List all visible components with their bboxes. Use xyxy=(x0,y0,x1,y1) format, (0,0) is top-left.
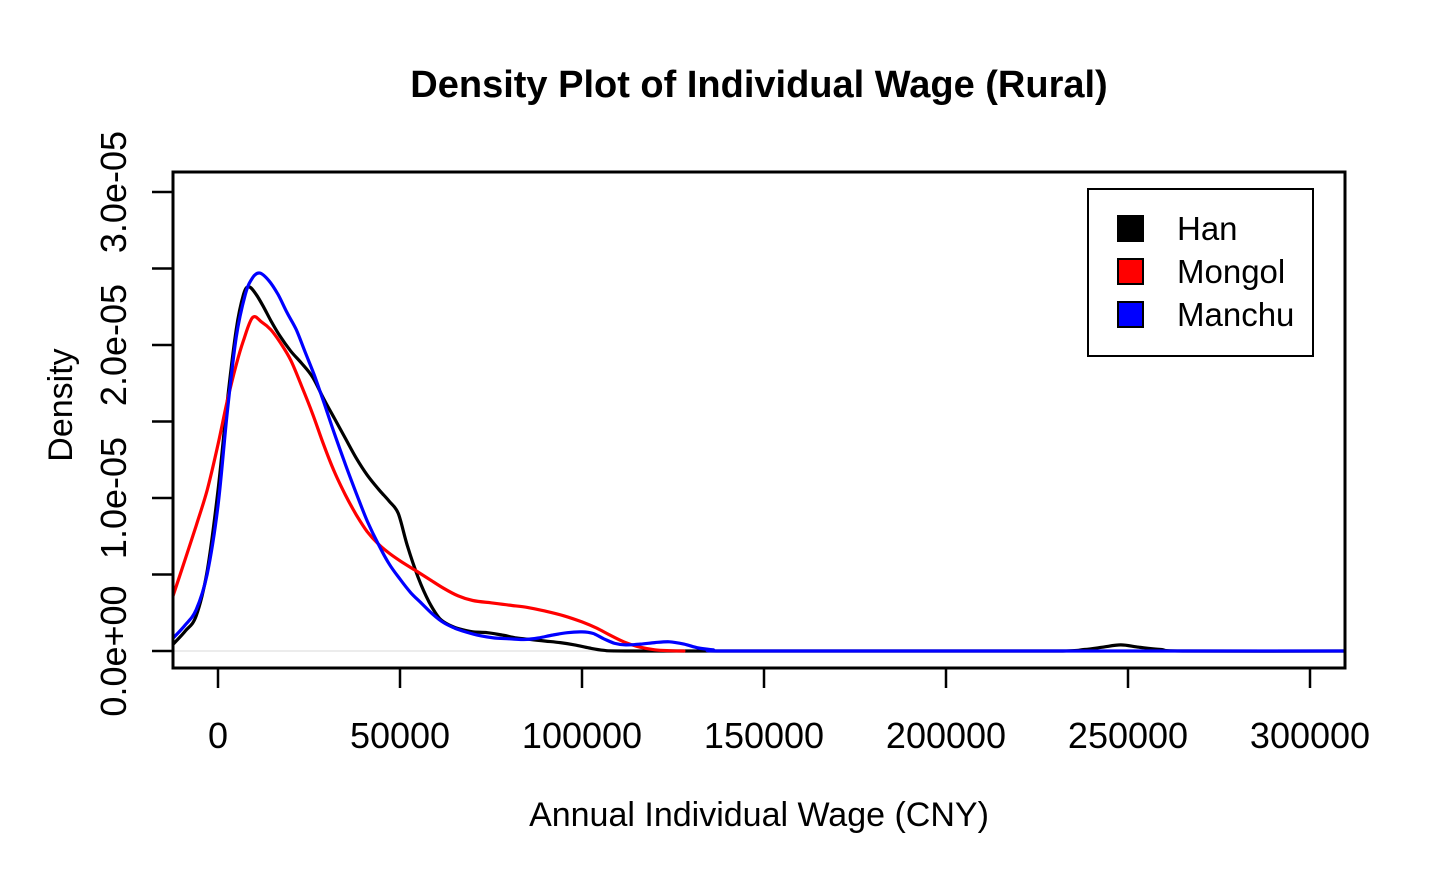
x-tick-label: 250000 xyxy=(1068,715,1188,756)
x-tick-label: 100000 xyxy=(522,715,642,756)
legend-item-han: Han xyxy=(1117,212,1312,245)
manchu-color-swatch xyxy=(1117,301,1144,328)
y-tick-label: 1.0e-05 xyxy=(93,437,134,559)
legend-item-manchu: Manchu xyxy=(1117,298,1312,331)
y-tick-label: 0.0e+00 xyxy=(93,585,134,716)
legend-item-mongol: Mongol xyxy=(1117,255,1312,288)
y-tick-label: 3.0e-05 xyxy=(93,131,134,253)
legend-box: Han Mongol Manchu xyxy=(1087,188,1314,357)
plot-frame xyxy=(171,170,1347,670)
x-tick-label: 200000 xyxy=(886,715,1006,756)
mongol-color-swatch xyxy=(1117,258,1144,285)
x-tick-label: 150000 xyxy=(704,715,824,756)
x-tick-label: 0 xyxy=(208,715,228,756)
chart-title: Density Plot of Individual Wage (Rural) xyxy=(410,64,1108,106)
x-axis-title: Annual Individual Wage (CNY) xyxy=(529,796,989,834)
y-axis-title: Density xyxy=(42,348,80,462)
x-tick-label: 300000 xyxy=(1250,715,1370,756)
x-tick-label: 50000 xyxy=(350,715,450,756)
y-tick-label: 2.0e-05 xyxy=(93,284,134,406)
legend-label-mongol: Mongol xyxy=(1177,253,1286,290)
han-color-swatch xyxy=(1117,215,1144,242)
legend-label-han: Han xyxy=(1177,210,1238,247)
legend-label-manchu: Manchu xyxy=(1177,296,1295,333)
density-curve-manchu xyxy=(173,271,1345,653)
